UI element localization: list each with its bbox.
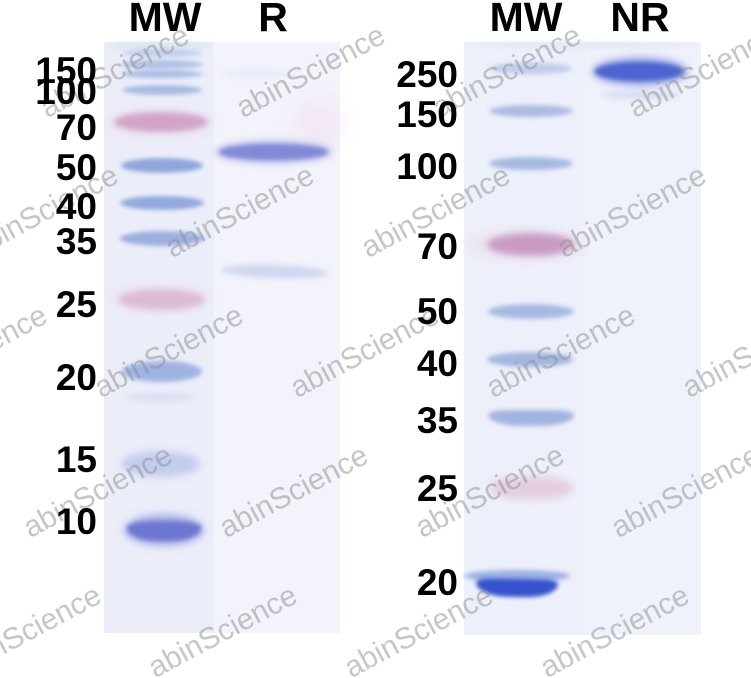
right-gel-mw-70-band xyxy=(487,233,575,256)
left-gel-mw-100-band xyxy=(122,85,202,95)
left-gel-mw-label-10: 10 xyxy=(55,501,97,542)
left-gel-mw-faint-band xyxy=(126,393,196,402)
right-gel-mw-50-band xyxy=(488,304,574,319)
left-gel-mw-25-band xyxy=(118,289,205,310)
left-gel-mw-150-band xyxy=(121,60,203,69)
left-gel-r-pink-smear xyxy=(295,98,343,148)
left-gel-mw-35-band xyxy=(120,231,204,246)
right-gel-mw-40-band xyxy=(487,352,573,367)
right-gel-mw-100-band xyxy=(489,157,573,170)
left-gel-mw-40-band xyxy=(120,196,204,210)
right-gel-mw-label-35: 35 xyxy=(416,400,458,441)
left-gel-mw-label-50: 50 xyxy=(55,147,97,188)
right-gel-mw-label-40: 40 xyxy=(416,343,458,384)
right-gel-mw-35-band xyxy=(488,410,574,426)
right-gel-mw-label-150: 150 xyxy=(396,94,458,135)
left-gel-sample-lane-strip xyxy=(214,42,340,633)
left-gel-mw-label-100: 100 xyxy=(35,71,97,112)
left-gel-mw-20-band xyxy=(122,361,202,382)
left-gel-r-top-smear xyxy=(220,70,298,78)
right-gel-mw-label-250: 250 xyxy=(396,54,458,95)
right-gel-sample-lane-strip xyxy=(585,42,701,635)
left-gel-r-heavy-chain-band xyxy=(219,144,328,160)
right-gel-nr-faint-band xyxy=(600,90,682,100)
right-gel-mw-lane-strip xyxy=(464,42,585,635)
right-gel-mw-label-100: 100 xyxy=(396,146,458,187)
right-gel-mw-25-band xyxy=(489,476,574,500)
left-gel-mw-150b-band xyxy=(121,70,203,78)
right-gel-mw-label-20: 20 xyxy=(416,562,458,603)
left-gel-mw-15-band xyxy=(121,451,200,477)
right-gel-mw-150-band xyxy=(489,105,573,117)
right-gel-well-smear xyxy=(468,42,696,49)
right-gel-mw-label-70: 70 xyxy=(416,226,458,267)
right-gel-mw-label-50: 50 xyxy=(416,291,458,332)
right-gel-nr-intact-igg-band xyxy=(595,62,684,81)
right-gel-mw-header: MW xyxy=(489,0,563,40)
left-gel-mw-label-35: 35 xyxy=(55,221,97,262)
left-gel-r-header: R xyxy=(258,0,288,40)
right-gel-mw-label-25: 25 xyxy=(416,468,458,509)
left-gel-well-smear xyxy=(107,42,213,50)
left-gel-mw-10-band xyxy=(127,521,201,541)
left-gel-mw-header: MW xyxy=(128,0,202,40)
left-gel-mw-label-20: 20 xyxy=(55,357,97,398)
left-gel-mw-label-150: 150 xyxy=(35,50,97,91)
right-gel-nr-header: NR xyxy=(610,0,670,40)
left-gel-mw-label-25: 25 xyxy=(55,284,97,325)
left-gel-mw-label-70: 70 xyxy=(55,107,97,148)
left-gel-mw-50-band xyxy=(121,158,203,173)
right-gel-mw-250-band xyxy=(490,63,572,74)
left-gel-mw-label-15: 15 xyxy=(55,439,97,480)
left-gel-mw-70-band xyxy=(114,112,208,132)
left-gel-mw-250-band xyxy=(122,49,202,57)
left-gel-mw-label-40: 40 xyxy=(55,186,97,227)
